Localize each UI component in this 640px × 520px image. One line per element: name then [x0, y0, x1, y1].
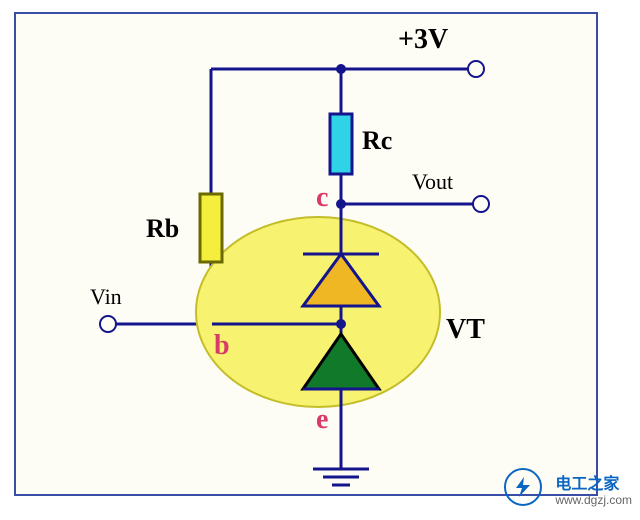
watermark-logo [504, 468, 542, 506]
label-rc: Rc [362, 126, 392, 156]
watermark-url: www.dgzj.com [555, 494, 632, 508]
label-supply: +3V [398, 24, 448, 56]
label-terminal-e: e [316, 404, 328, 436]
watermark-text: 电工之家 www.dgzj.com [555, 476, 632, 508]
bolt-icon [512, 476, 534, 498]
resistor-rc [330, 114, 352, 174]
label-vin: Vin [90, 284, 122, 310]
terminal-supply [468, 61, 484, 77]
label-rb: Rb [146, 214, 179, 244]
circuit-svg [16, 14, 596, 494]
label-vout: Vout [412, 169, 453, 195]
label-vt: VT [446, 314, 485, 346]
resistor-rb [200, 194, 222, 262]
watermark-name: 电工之家 [555, 476, 632, 494]
label-terminal-b: b [214, 330, 230, 362]
terminal-vout [473, 196, 489, 212]
label-terminal-c: c [316, 182, 328, 214]
terminal-vin [100, 316, 116, 332]
circuit-canvas: +3V Vout Vin Rb Rc VT c b e [14, 12, 598, 496]
